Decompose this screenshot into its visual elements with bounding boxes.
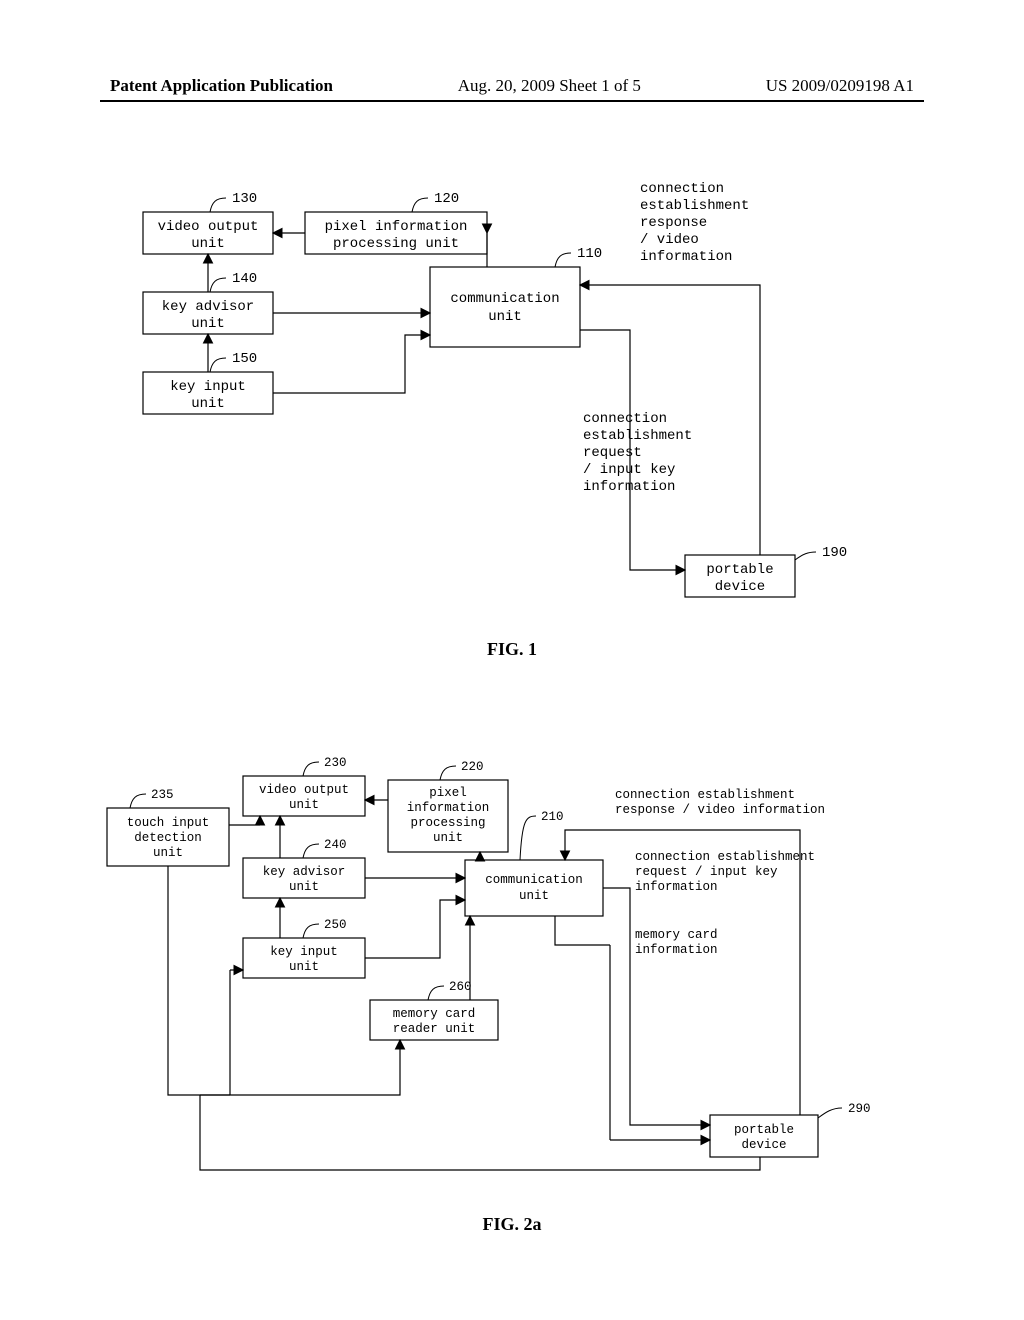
fig2a-label: FIG. 2a <box>482 1214 541 1234</box>
svg-text:connection: connection <box>583 411 667 427</box>
svg-text:230: 230 <box>324 756 347 770</box>
svg-text:150: 150 <box>232 351 257 367</box>
svg-text:communication: communication <box>485 873 583 887</box>
svg-text:device: device <box>741 1138 786 1152</box>
svg-text:260: 260 <box>449 980 472 994</box>
svg-text:information: information <box>635 943 718 957</box>
svg-text:memory card: memory card <box>393 1007 476 1021</box>
svg-text:information: information <box>583 479 675 495</box>
svg-text:unit: unit <box>191 236 225 252</box>
svg-text:key input: key input <box>170 379 246 395</box>
svg-text:communication: communication <box>450 291 559 307</box>
svg-text:unit: unit <box>289 960 319 974</box>
svg-text:connection: connection <box>640 181 724 197</box>
svg-text:information: information <box>640 249 732 265</box>
svg-text:pixel: pixel <box>429 786 467 800</box>
svg-text:request: request <box>583 445 642 461</box>
box-portable-device-290: portable device 290 <box>710 1102 871 1157</box>
svg-text:establishment: establishment <box>583 428 692 444</box>
figure-2a: video output unit 230 touch input detect… <box>0 720 1024 1280</box>
box-pixel-info-220: pixel information processing unit 220 <box>388 760 508 852</box>
arrow-150-to-comm <box>273 335 430 393</box>
svg-text:portable: portable <box>734 1123 794 1137</box>
svg-text:memory card: memory card <box>635 928 718 942</box>
svg-text:110: 110 <box>577 246 602 262</box>
svg-text:240: 240 <box>324 838 347 852</box>
annot2-request: connection establishment request / input… <box>635 850 815 894</box>
svg-text:key advisor: key advisor <box>162 299 254 315</box>
svg-text:unit: unit <box>488 309 522 325</box>
svg-text:220: 220 <box>461 760 484 774</box>
svg-text:information: information <box>635 880 718 894</box>
svg-text:290: 290 <box>848 1102 871 1116</box>
svg-text:unit: unit <box>191 316 225 332</box>
svg-text:portable: portable <box>706 562 773 578</box>
svg-text:response: response <box>640 215 707 231</box>
header-left: Patent Application Publication <box>110 76 333 96</box>
box-portable-device-190: portable device 190 <box>685 545 847 597</box>
annot2-response: connection establishment response / vide… <box>615 788 825 817</box>
svg-text:establishment: establishment <box>640 198 749 214</box>
header-right: US 2009/0209198 A1 <box>766 76 914 96</box>
svg-text:device: device <box>715 579 765 595</box>
box-video-output-130: video output unit 130 <box>143 191 273 254</box>
box-communication-110: communication unit 110 <box>430 246 602 347</box>
svg-text:processing unit: processing unit <box>333 236 459 252</box>
svg-text:detection: detection <box>134 831 202 845</box>
page-header: Patent Application Publication Aug. 20, … <box>0 76 1024 96</box>
svg-text:key input: key input <box>270 945 338 959</box>
arrow-comm-to-device-req <box>603 888 710 1125</box>
svg-text:/ video: / video <box>640 232 699 248</box>
annot-response-video: connection establishment response / vide… <box>640 181 749 265</box>
svg-text:130: 130 <box>232 191 257 207</box>
arrow-250-to-comm <box>365 900 465 958</box>
svg-text:response / video information: response / video information <box>615 803 825 817</box>
svg-text:information: information <box>407 801 490 815</box>
svg-text:video output: video output <box>259 783 349 797</box>
svg-text:unit: unit <box>519 889 549 903</box>
svg-text:touch input: touch input <box>127 816 210 830</box>
box-touch-input-235: touch input detection unit 235 <box>107 788 229 866</box>
header-center: Aug. 20, 2009 Sheet 1 of 5 <box>458 76 641 96</box>
svg-text:190: 190 <box>822 545 847 561</box>
figure-1: video output unit 130 pixel information … <box>0 160 1024 680</box>
box-pixel-info-120: pixel information processing unit 120 <box>305 191 487 254</box>
line-device-reader-a <box>200 1095 760 1170</box>
svg-text:connection establishment: connection establishment <box>615 788 795 802</box>
annot-request-inputkey: connection establishment request / input… <box>583 411 692 495</box>
svg-text:video output: video output <box>158 219 259 235</box>
svg-text:processing: processing <box>410 816 485 830</box>
box-key-input-250: key input unit 250 <box>243 918 365 978</box>
svg-text:pixel information: pixel information <box>325 219 468 235</box>
svg-text:reader unit: reader unit <box>393 1022 476 1036</box>
box-memory-card-260: memory card reader unit 260 <box>370 980 498 1040</box>
line-235-down <box>168 866 230 1095</box>
fig1-label: FIG. 1 <box>487 639 537 659</box>
svg-text:unit: unit <box>153 846 183 860</box>
svg-text:210: 210 <box>541 810 564 824</box>
svg-text:request / input key: request / input key <box>635 865 778 879</box>
svg-text:250: 250 <box>324 918 347 932</box>
svg-text:120: 120 <box>434 191 459 207</box>
annot2-memcard: memory card information <box>635 928 718 957</box>
svg-text:unit: unit <box>191 396 225 412</box>
svg-text:connection establishment: connection establishment <box>635 850 815 864</box>
box-key-advisor-240: key advisor unit 240 <box>243 838 365 898</box>
header-rule <box>100 100 924 102</box>
box-video-output-230: video output unit 230 <box>243 756 365 816</box>
svg-text:unit: unit <box>433 831 463 845</box>
svg-text:235: 235 <box>151 788 174 802</box>
svg-text:key advisor: key advisor <box>263 865 346 879</box>
svg-text:140: 140 <box>232 271 257 287</box>
line-memcard-branch <box>555 916 610 945</box>
svg-text:unit: unit <box>289 880 319 894</box>
svg-text:unit: unit <box>289 798 319 812</box>
svg-text:/ input key: / input key <box>583 462 675 478</box>
page: Patent Application Publication Aug. 20, … <box>0 0 1024 1320</box>
